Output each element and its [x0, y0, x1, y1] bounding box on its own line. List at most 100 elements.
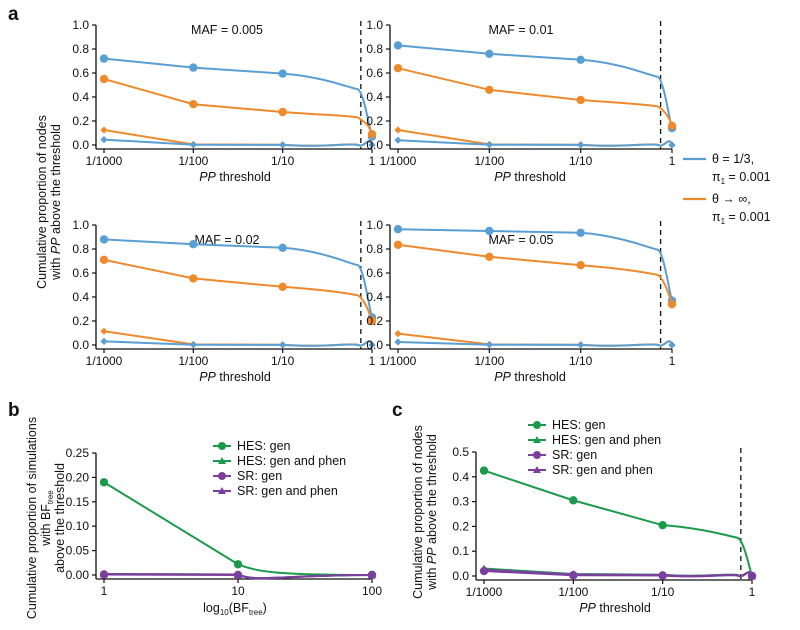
data-point	[485, 226, 494, 236]
data-point	[189, 274, 198, 283]
chart-title: MAF = 0.02	[195, 233, 260, 247]
y-tick-label: 1.0	[72, 18, 89, 32]
series-line	[103, 238, 373, 318]
data-point	[485, 49, 494, 58]
x-tick-label: 1/100	[178, 354, 208, 368]
legend-marker	[218, 472, 226, 480]
series-line	[103, 340, 373, 347]
legend-marker	[218, 457, 226, 464]
series--1-3-1-0-001-upper-	[99, 235, 377, 322]
legend-blue-line1: θ = 1/3,	[712, 152, 754, 166]
series--1-0-001-upper-	[99, 255, 377, 326]
y-tick-label: 0.5	[452, 445, 469, 459]
data-point	[569, 496, 578, 505]
chart-a1: 0.0 0.2 0.4 0.6 0.8 1.0 1/1000 1/100 1/10 1 MAF = …	[72, 18, 377, 168]
y-tick-label: 1.0	[366, 218, 383, 232]
chart-a4: 0.0 0.2 0.4 0.6 0.8 1.0 1/1000 1/100 1/10 1 MAF = …	[366, 218, 677, 368]
panel-b-letter: b	[8, 400, 20, 421]
data-point	[576, 228, 585, 237]
data-point	[394, 330, 402, 338]
x-tick-label: 1/10	[651, 585, 675, 599]
x-tick-label: 1/100	[178, 154, 208, 168]
y-tick-label: 1.0	[72, 218, 89, 232]
y-tick-label: 0.0	[452, 569, 469, 583]
x-tick-label: 1/10	[271, 154, 295, 168]
y-tick-label: 0.8	[72, 42, 89, 56]
legend-label: SR: gen	[237, 469, 282, 483]
chart-b: 0.00 0.05 0.10 0.15 0.20 0.25 1 10 100 HES: genHE…	[66, 439, 383, 598]
legend-blue-line2: π1 = 0.001	[712, 170, 771, 186]
x-tick-label: 1	[749, 585, 756, 599]
data-point	[569, 570, 578, 578]
data-point	[189, 100, 198, 109]
data-point	[189, 141, 197, 149]
data-point	[668, 141, 676, 149]
series-line	[397, 340, 673, 347]
y-tick-label: 0.05	[66, 544, 90, 558]
series-hes-gen	[479, 466, 757, 581]
y-tick-label: 0.0	[72, 138, 89, 152]
x-tick-label: 1/10	[271, 354, 295, 368]
y-tick-label: 0.10	[66, 519, 90, 533]
legend-label: HES: gen	[552, 418, 606, 432]
y-tick-label: 0.8	[366, 42, 383, 56]
series--1-3-1-0-001-lower-	[100, 136, 376, 149]
chart-title: MAF = 0.01	[489, 23, 554, 37]
panel-c-ylabel-line2: with PP above the threshold	[425, 434, 439, 591]
legend-marker	[533, 421, 541, 429]
data-point	[368, 571, 376, 579]
chart-title: MAF = 0.05	[489, 233, 554, 247]
x-tick-label: 1/1000	[466, 585, 503, 599]
data-point	[100, 337, 108, 345]
legend-marker	[533, 451, 541, 459]
legend-orange-line2: π1 = 0.001	[712, 210, 771, 226]
series--1-0-001-upper-	[393, 63, 677, 130]
x-tick-label: 10	[231, 584, 245, 598]
legend-label: SR: gen	[552, 448, 597, 462]
data-point	[667, 300, 677, 309]
series--1-0-001-upper-	[99, 74, 377, 139]
chart-title: MAF = 0.005	[191, 23, 263, 37]
panel-a-legend: θ = 1/3, π1 = 0.001 θ → ∞, π1 = 0.001	[683, 152, 771, 226]
y-tick-label: 0.6	[72, 66, 89, 80]
data-point	[189, 341, 197, 349]
chart-a2: 0.0 0.2 0.4 0.6 0.8 1.0 1/1000 1/100 1/10 1 MAF = …	[366, 18, 677, 168]
panel-a-ylabel-line2: with PP above the threshold	[49, 124, 63, 281]
x-tick-label: 1	[669, 154, 676, 168]
legend-marker	[533, 436, 541, 443]
data-point	[485, 252, 494, 261]
data-point	[279, 141, 287, 149]
y-tick-label: 0.3	[452, 495, 469, 509]
x-tick-label: 1/100	[474, 154, 504, 168]
charts-layer: 0.0 0.2 0.4 0.6 0.8 1.0 1/1000 1/100 1/10 1 MAF = …	[66, 18, 757, 599]
panel-c-letter: c	[392, 400, 403, 421]
series-line	[103, 129, 373, 147]
y-tick-label: 0.1	[452, 544, 469, 558]
data-point	[368, 141, 376, 149]
series-line	[397, 129, 673, 147]
data-point	[485, 141, 493, 149]
panel-c-ylabel-line1: Cumulative proportion of nodes	[411, 425, 425, 599]
y-tick-label: 0.6	[366, 66, 383, 80]
x-tick-label: 1	[101, 584, 108, 598]
a3-xlabel: PP threshold	[199, 370, 271, 384]
y-tick-label: 0.15	[66, 495, 90, 509]
chart-a3: 0.0 0.2 0.4 0.6 0.8 1.0 1/1000 1/100 1/10 1 MAF = …	[72, 218, 377, 368]
data-point	[234, 570, 242, 578]
y-tick-label: 0.4	[72, 290, 89, 304]
y-tick-label: 0.2	[366, 314, 383, 328]
legend-orange-line1: θ → ∞,	[712, 192, 751, 206]
series-line	[397, 228, 673, 301]
data-point	[100, 136, 108, 144]
data-point	[99, 54, 109, 63]
panel-a-ylabel-line1: Cumulative proportion of nodes	[35, 115, 49, 289]
x-tick-label: 1/1000	[380, 354, 417, 368]
x-tick-label: 1/10	[569, 354, 593, 368]
data-point	[479, 466, 489, 475]
data-point	[480, 565, 488, 573]
series--1-0-001-upper-	[393, 240, 677, 309]
data-point	[367, 130, 377, 139]
y-tick-label: 0.8	[72, 242, 89, 256]
